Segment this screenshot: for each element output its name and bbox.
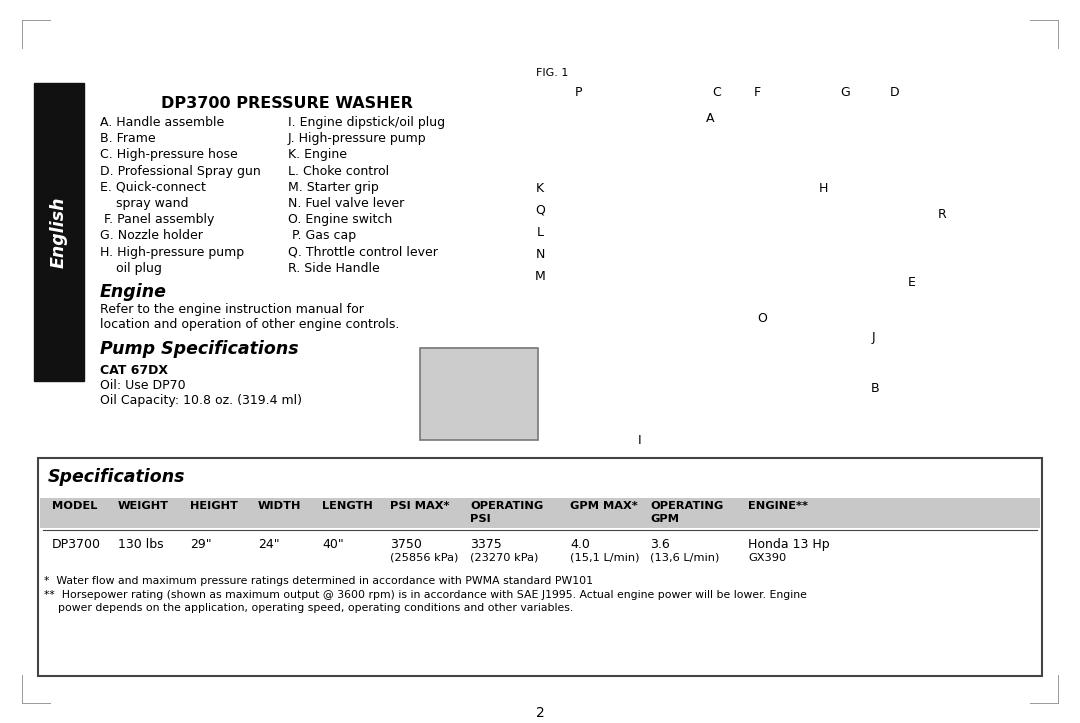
Text: M. Starter grip: M. Starter grip bbox=[288, 181, 379, 194]
Text: 40": 40" bbox=[322, 538, 343, 551]
Text: M: M bbox=[535, 270, 545, 283]
Text: J: J bbox=[872, 332, 875, 344]
Text: DP3700: DP3700 bbox=[52, 538, 102, 551]
Text: I. Engine dipstick/oil plug: I. Engine dipstick/oil plug bbox=[288, 116, 445, 129]
Text: 130 lbs: 130 lbs bbox=[118, 538, 164, 551]
Text: H: H bbox=[819, 181, 827, 194]
Text: OPERATING: OPERATING bbox=[470, 501, 543, 511]
Text: N: N bbox=[536, 249, 544, 262]
Text: I: I bbox=[638, 434, 642, 447]
Text: English: English bbox=[50, 196, 68, 268]
Text: 24": 24" bbox=[258, 538, 280, 551]
Text: PSI MAX*: PSI MAX* bbox=[390, 501, 449, 511]
Text: Oil Capacity: 10.8 oz. (319.4 ml): Oil Capacity: 10.8 oz. (319.4 ml) bbox=[100, 394, 302, 407]
Text: Q: Q bbox=[535, 203, 545, 216]
Text: GX390: GX390 bbox=[748, 553, 786, 563]
Text: CAT 67DX: CAT 67DX bbox=[100, 364, 168, 377]
Text: 29": 29" bbox=[190, 538, 212, 551]
Text: G: G bbox=[840, 85, 850, 98]
Text: oil plug: oil plug bbox=[100, 262, 162, 275]
Text: 3.6: 3.6 bbox=[650, 538, 670, 551]
Text: H. High-pressure pump: H. High-pressure pump bbox=[100, 246, 244, 259]
Text: power depends on the application, operating speed, operating conditions and othe: power depends on the application, operat… bbox=[44, 603, 573, 613]
Text: B. Frame: B. Frame bbox=[100, 132, 156, 145]
Text: Specifications: Specifications bbox=[48, 468, 186, 486]
Text: (15,1 L/min): (15,1 L/min) bbox=[570, 553, 639, 563]
Text: (23270 kPa): (23270 kPa) bbox=[470, 553, 538, 563]
Text: C. High-pressure hose: C. High-pressure hose bbox=[100, 148, 238, 161]
Text: P. Gas cap: P. Gas cap bbox=[288, 229, 356, 242]
Text: A. Handle assemble: A. Handle assemble bbox=[100, 116, 225, 129]
Text: location and operation of other engine controls.: location and operation of other engine c… bbox=[100, 318, 400, 331]
Text: D: D bbox=[890, 85, 900, 98]
Text: FIG. 1: FIG. 1 bbox=[536, 68, 568, 78]
Text: F. Panel assembly: F. Panel assembly bbox=[100, 213, 214, 226]
Text: Honda 13 Hp: Honda 13 Hp bbox=[748, 538, 829, 551]
Text: A: A bbox=[705, 111, 714, 124]
Text: O: O bbox=[757, 312, 767, 325]
Text: L. Choke control: L. Choke control bbox=[288, 165, 389, 178]
Text: Engine: Engine bbox=[100, 283, 167, 301]
Text: P: P bbox=[575, 85, 582, 98]
Text: K: K bbox=[536, 181, 544, 194]
Text: HEIGHT: HEIGHT bbox=[190, 501, 238, 511]
Text: Refer to the engine instruction manual for: Refer to the engine instruction manual f… bbox=[100, 303, 364, 316]
Text: N. Fuel valve lever: N. Fuel valve lever bbox=[288, 197, 404, 210]
Text: LENGTH: LENGTH bbox=[322, 501, 373, 511]
Text: C: C bbox=[713, 85, 721, 98]
Text: OPERATING: OPERATING bbox=[650, 501, 724, 511]
Text: spray wand: spray wand bbox=[100, 197, 189, 210]
Text: GPM: GPM bbox=[650, 514, 679, 524]
Text: Pump Specifications: Pump Specifications bbox=[100, 340, 299, 358]
Bar bbox=[40, 498, 1040, 528]
Text: WIDTH: WIDTH bbox=[258, 501, 301, 511]
Text: PSI: PSI bbox=[470, 514, 490, 524]
Text: WEIGHT: WEIGHT bbox=[118, 501, 168, 511]
Text: R. Side Handle: R. Side Handle bbox=[288, 262, 380, 275]
Text: **  Horsepower rating (shown as maximum output @ 3600 rpm) is in accordance with: ** Horsepower rating (shown as maximum o… bbox=[44, 590, 807, 600]
Bar bbox=[33, 83, 84, 381]
Text: G. Nozzle holder: G. Nozzle holder bbox=[100, 229, 203, 242]
Text: 3375: 3375 bbox=[470, 538, 502, 551]
Text: Q. Throttle control lever: Q. Throttle control lever bbox=[288, 246, 437, 259]
Text: D. Professional Spray gun: D. Professional Spray gun bbox=[100, 165, 260, 178]
Text: (25856 kPa): (25856 kPa) bbox=[390, 553, 458, 563]
Text: O. Engine switch: O. Engine switch bbox=[288, 213, 392, 226]
Text: DP3700 PRESSURE WASHER: DP3700 PRESSURE WASHER bbox=[161, 96, 413, 111]
Text: L: L bbox=[537, 226, 543, 239]
Text: J. High-pressure pump: J. High-pressure pump bbox=[288, 132, 427, 145]
Text: B: B bbox=[870, 382, 879, 395]
Text: ENGINE**: ENGINE** bbox=[748, 501, 808, 511]
Text: GPM MAX*: GPM MAX* bbox=[570, 501, 638, 511]
Text: MODEL: MODEL bbox=[52, 501, 97, 511]
Text: R: R bbox=[937, 208, 946, 221]
Text: (13,6 L/min): (13,6 L/min) bbox=[650, 553, 719, 563]
Text: 2: 2 bbox=[536, 706, 544, 720]
Text: 4.0: 4.0 bbox=[570, 538, 590, 551]
Text: E: E bbox=[908, 275, 916, 288]
Text: F: F bbox=[754, 85, 760, 98]
Text: *  Water flow and maximum pressure ratings determined in accordance with PWMA st: * Water flow and maximum pressure rating… bbox=[44, 576, 593, 586]
Bar bbox=[38, 458, 1042, 676]
Text: E. Quick-connect: E. Quick-connect bbox=[100, 181, 206, 194]
Text: Oil: Use DP70: Oil: Use DP70 bbox=[100, 379, 186, 392]
Bar bbox=[420, 348, 538, 440]
Text: K. Engine: K. Engine bbox=[288, 148, 347, 161]
Text: 3750: 3750 bbox=[390, 538, 422, 551]
